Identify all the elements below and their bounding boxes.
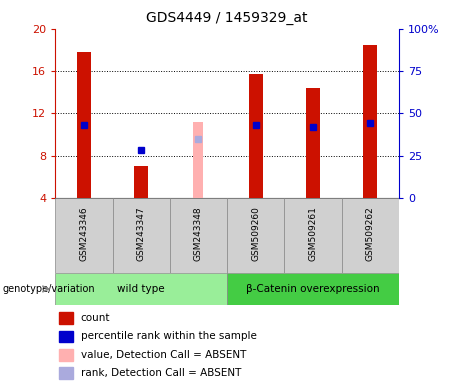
- Bar: [59, 349, 73, 361]
- Bar: [134, 166, 148, 198]
- Bar: [194, 122, 203, 198]
- Bar: [306, 88, 320, 198]
- Text: GSM509260: GSM509260: [251, 206, 260, 261]
- Text: count: count: [81, 313, 110, 323]
- Bar: [59, 367, 73, 379]
- Text: wild type: wild type: [118, 284, 165, 294]
- Text: percentile rank within the sample: percentile rank within the sample: [81, 331, 257, 341]
- Title: GDS4449 / 1459329_at: GDS4449 / 1459329_at: [146, 11, 308, 25]
- Bar: [363, 45, 377, 198]
- Text: GSM243347: GSM243347: [136, 206, 146, 261]
- Text: genotype/variation: genotype/variation: [2, 284, 95, 294]
- Text: GSM509262: GSM509262: [366, 206, 375, 261]
- Bar: [55, 198, 112, 273]
- Bar: [342, 198, 399, 273]
- Text: rank, Detection Call = ABSENT: rank, Detection Call = ABSENT: [81, 368, 241, 378]
- Bar: [59, 331, 73, 342]
- Bar: [59, 313, 73, 324]
- Text: GSM243348: GSM243348: [194, 206, 203, 261]
- Text: value, Detection Call = ABSENT: value, Detection Call = ABSENT: [81, 350, 246, 360]
- Bar: [227, 198, 284, 273]
- Bar: [284, 198, 342, 273]
- Bar: [170, 198, 227, 273]
- Text: β-Catenin overexpression: β-Catenin overexpression: [246, 284, 380, 294]
- Bar: [77, 52, 91, 198]
- Text: GSM243346: GSM243346: [79, 206, 89, 261]
- Bar: [112, 198, 170, 273]
- Bar: [248, 74, 263, 198]
- Bar: [227, 273, 399, 305]
- Text: GSM509261: GSM509261: [308, 206, 318, 261]
- Bar: [55, 273, 227, 305]
